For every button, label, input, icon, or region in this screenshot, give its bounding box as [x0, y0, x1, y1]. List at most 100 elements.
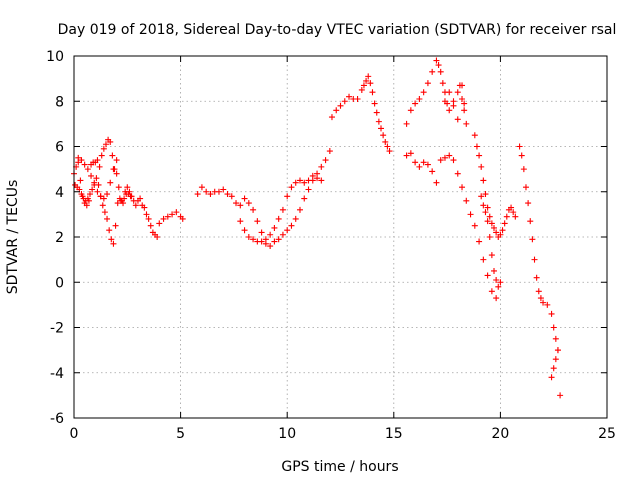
data-point: [318, 163, 325, 170]
data-point: [552, 335, 559, 342]
data-point: [416, 95, 423, 102]
data-point: [100, 145, 107, 152]
data-point: [424, 161, 431, 168]
data-point: [99, 202, 106, 209]
data-point: [284, 227, 291, 234]
data-point: [533, 274, 540, 281]
series-2: [75, 154, 120, 202]
series-6: [403, 57, 468, 127]
data-point: [241, 227, 248, 234]
data-point: [112, 222, 119, 229]
data-point: [309, 172, 316, 179]
data-point: [382, 138, 389, 145]
data-point: [267, 231, 274, 238]
x-tick-label: 0: [70, 426, 79, 442]
data-point: [554, 347, 561, 354]
data-point: [380, 132, 387, 139]
data-point: [107, 138, 114, 145]
data-point: [279, 231, 286, 238]
data-point: [78, 157, 85, 164]
data-point: [480, 202, 487, 209]
data-points: [71, 57, 564, 399]
axis-ticks: 0 5 10 15 20 25 -6 -4 -2 0 2 4 6 8 10: [46, 49, 616, 442]
data-point: [429, 68, 436, 75]
data-point: [89, 186, 96, 193]
data-point: [529, 236, 536, 243]
data-point: [503, 213, 510, 220]
y-tick-label: -2: [50, 321, 64, 337]
data-point: [535, 288, 542, 295]
data-point: [365, 73, 372, 80]
data-point: [233, 200, 240, 207]
data-point: [367, 80, 374, 87]
data-point: [407, 150, 414, 157]
data-point: [454, 116, 461, 123]
y-tick-label: 8: [55, 94, 64, 110]
x-axis-title: GPS time / hours: [281, 459, 398, 475]
data-point: [476, 152, 483, 159]
data-point: [258, 229, 265, 236]
data-point: [412, 100, 419, 107]
data-point: [486, 234, 493, 240]
data-point: [384, 143, 391, 150]
data-point: [228, 193, 235, 200]
data-point: [318, 177, 325, 184]
data-point: [96, 163, 103, 170]
data-point: [446, 107, 453, 114]
data-point: [369, 89, 376, 96]
data-point: [499, 227, 506, 234]
data-point: [100, 195, 107, 202]
data-point: [132, 202, 139, 209]
data-point: [147, 222, 154, 229]
data-point: [471, 132, 478, 139]
data-point: [292, 215, 299, 222]
y-tick-label: -4: [50, 366, 64, 382]
data-point: [378, 125, 385, 132]
data-point: [512, 213, 519, 220]
series-8: [441, 82, 470, 127]
data-point: [296, 206, 303, 213]
data-point: [527, 218, 534, 225]
data-point: [488, 288, 495, 295]
data-point: [224, 191, 231, 198]
data-point: [164, 213, 171, 220]
y-axis-title: SDTVAR / TECUs: [5, 180, 21, 295]
data-point: [435, 62, 442, 69]
data-point: [245, 234, 252, 240]
data-point: [84, 195, 91, 202]
data-point: [333, 107, 340, 114]
data-point: [484, 272, 491, 279]
data-point: [550, 365, 557, 372]
data-point: [416, 163, 423, 170]
data-point: [279, 206, 286, 213]
data-point: [104, 191, 111, 198]
data-point: [463, 197, 470, 204]
data-point: [493, 276, 500, 283]
data-point: [203, 188, 210, 195]
data-point: [486, 213, 493, 220]
data-point: [215, 188, 222, 195]
data-point: [557, 392, 564, 399]
x-tick-label: 20: [491, 426, 509, 442]
series-12: [548, 347, 561, 381]
data-point: [95, 181, 102, 188]
data-point: [102, 141, 109, 148]
data-point: [179, 215, 186, 222]
y-tick-label: 10: [46, 49, 64, 65]
data-point: [284, 193, 291, 200]
data-point: [292, 179, 299, 186]
data-point: [493, 295, 500, 302]
data-point: [305, 177, 312, 184]
data-point: [173, 209, 180, 216]
data-point: [371, 100, 378, 107]
data-point: [271, 224, 278, 231]
y-tick-label: 4: [55, 185, 64, 201]
data-point: [480, 256, 487, 263]
data-point: [86, 191, 93, 198]
data-point: [346, 93, 353, 100]
data-point: [484, 218, 491, 225]
data-point: [88, 172, 95, 179]
data-point: [83, 202, 90, 209]
series-10: [478, 193, 504, 290]
